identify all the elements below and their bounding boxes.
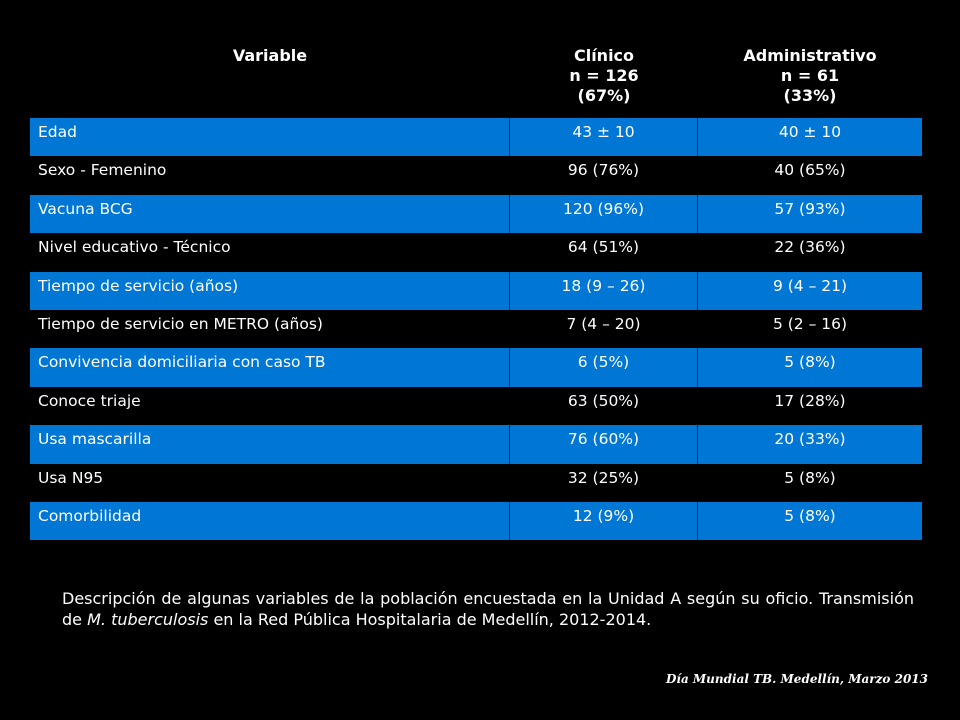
cell-administrativo: 17 (28%) bbox=[774, 391, 846, 410]
cell-administrativo: 5 (8%) bbox=[784, 506, 836, 525]
cell-variable: Sexo - Femenino bbox=[30, 156, 510, 195]
cell-clinico: 32 (25%) bbox=[510, 463, 698, 502]
cell-variable: Usa mascarilla bbox=[30, 425, 510, 464]
cell-variable: Vacuna BCG bbox=[30, 194, 510, 234]
table-header: Variable Clínico n = 126 (67%) Administr… bbox=[30, 46, 922, 118]
cell-variable: Nivel educativo - Técnico bbox=[30, 233, 510, 272]
caption-part2: en la Red Pública Hospitalaria de Medell… bbox=[208, 610, 652, 629]
caption: Descripción de algunas variables de la p… bbox=[62, 588, 914, 630]
header-clinico: Clínico n = 126 (67%) bbox=[569, 46, 639, 105]
table-row: Sexo - Femenino 96 (76%) 40 (65%) bbox=[30, 156, 922, 195]
cell-administrativo: 5 (2 – 16) bbox=[772, 314, 848, 333]
table-row: Convivencia domiciliaria con caso TB 6 (… bbox=[30, 348, 922, 387]
cell-clinico: 43 ± 10 bbox=[510, 118, 698, 157]
header-variable: Variable bbox=[232, 46, 308, 65]
header-administrativo: Administrativo n = 61 (33%) bbox=[743, 46, 877, 105]
cell-variable: Convivencia domiciliaria con caso TB bbox=[30, 348, 510, 387]
cell-clinico: 120 (96%) bbox=[510, 194, 698, 234]
cell-variable: Tiempo de servicio (años) bbox=[30, 271, 510, 310]
cell-administrativo: 9 (4 – 21) bbox=[772, 276, 848, 295]
footer-event-label: Día Mundial TB. Medellín, Marzo 2013 bbox=[665, 672, 928, 686]
cell-administrativo: 40 (65%) bbox=[774, 161, 846, 180]
table-row: Usa N95 32 (25%) 5 (8%) bbox=[30, 463, 922, 502]
table-row: Usa mascarilla 76 (60%) 20 (33%) bbox=[30, 425, 922, 464]
table-row: Nivel educativo - Técnico 64 (51%) 22 (3… bbox=[30, 233, 922, 272]
cell-clinico: 7 (4 – 20) bbox=[510, 309, 698, 349]
cell-variable: Comorbilidad bbox=[30, 501, 510, 541]
table-row: Tiempo de servicio (años) 18 (9 – 26) 9 … bbox=[30, 271, 922, 310]
cell-administrativo: 20 (33%) bbox=[774, 430, 846, 449]
table-row: Edad 43 ± 10 40 ± 10 bbox=[30, 118, 922, 157]
cell-variable: Tiempo de servicio en METRO (años) bbox=[30, 309, 510, 349]
cell-clinico: 18 (9 – 26) bbox=[510, 271, 698, 310]
caption-part1: Descripción de algunas variables de la p… bbox=[62, 589, 914, 629]
cell-administrativo: 5 (8%) bbox=[784, 353, 836, 372]
cell-administrativo: 40 ± 10 bbox=[778, 123, 842, 141]
cell-clinico: 76 (60%) bbox=[510, 425, 698, 464]
cell-clinico: 96 (76%) bbox=[510, 156, 698, 195]
table-row: Vacuna BCG 120 (96%) 57 (93%) bbox=[30, 194, 922, 234]
cell-administrativo: 5 (8%) bbox=[784, 468, 836, 487]
cell-variable: Conoce triaje bbox=[30, 386, 510, 426]
table-row: Conoce triaje 63 (50%) 17 (28%) bbox=[30, 386, 922, 426]
cell-administrativo: 57 (93%) bbox=[774, 199, 846, 218]
cell-clinico: 63 (50%) bbox=[510, 386, 698, 426]
table-row: Comorbilidad 12 (9%) 5 (8%) bbox=[30, 501, 922, 541]
cell-variable: Usa N95 bbox=[30, 463, 510, 502]
cell-variable: Edad bbox=[30, 118, 510, 157]
table-row: Tiempo de servicio en METRO (años) 7 (4 … bbox=[30, 309, 922, 349]
cell-clinico: 64 (51%) bbox=[510, 233, 698, 272]
cell-administrativo: 22 (36%) bbox=[774, 238, 846, 257]
table-body: Edad 43 ± 10 40 ± 10 Sexo - Femenino 96 … bbox=[30, 118, 922, 541]
cell-clinico: 6 (5%) bbox=[510, 348, 698, 387]
caption-italic-organism: M. tuberculosis bbox=[87, 610, 209, 629]
cell-clinico: 12 (9%) bbox=[510, 501, 698, 541]
